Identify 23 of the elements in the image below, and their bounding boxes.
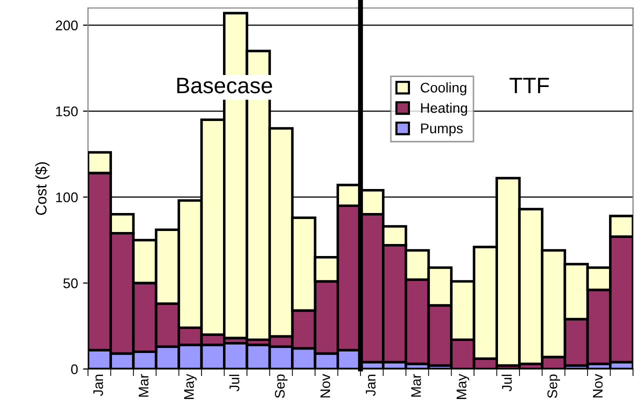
legend-label: Heating (421, 102, 468, 116)
y-tick-label: 50 (63, 278, 78, 288)
y-tick-label: 200 (56, 20, 78, 30)
annotation: Basecase (177, 78, 272, 94)
y-axis-title: Cost ($) (35, 162, 50, 215)
y-tick-label: 0 (71, 364, 78, 374)
x-tick-label: Mar (138, 374, 148, 397)
x-tick-label: Sep (274, 374, 288, 398)
legend-label: Pumps (421, 124, 463, 136)
y-tick-label: 100 (56, 192, 78, 202)
x-tick-label: Jan (93, 374, 104, 396)
x-tick-label: Mar (411, 374, 421, 397)
y-tick-label: 150 (56, 106, 78, 116)
x-tick-label: Sep (547, 374, 560, 398)
x-tick-label: Jul (229, 374, 240, 392)
x-tick-label: May (456, 374, 470, 399)
x-tick-label: May (184, 374, 197, 399)
legend-label: Cooling (420, 82, 466, 96)
x-tick-label: Jul (502, 374, 512, 392)
annotation: TTF (510, 78, 549, 94)
x-tick-label: Nov (320, 374, 330, 398)
x-tick-label: Nov (592, 374, 603, 398)
x-tick-label: Jan (366, 374, 376, 396)
